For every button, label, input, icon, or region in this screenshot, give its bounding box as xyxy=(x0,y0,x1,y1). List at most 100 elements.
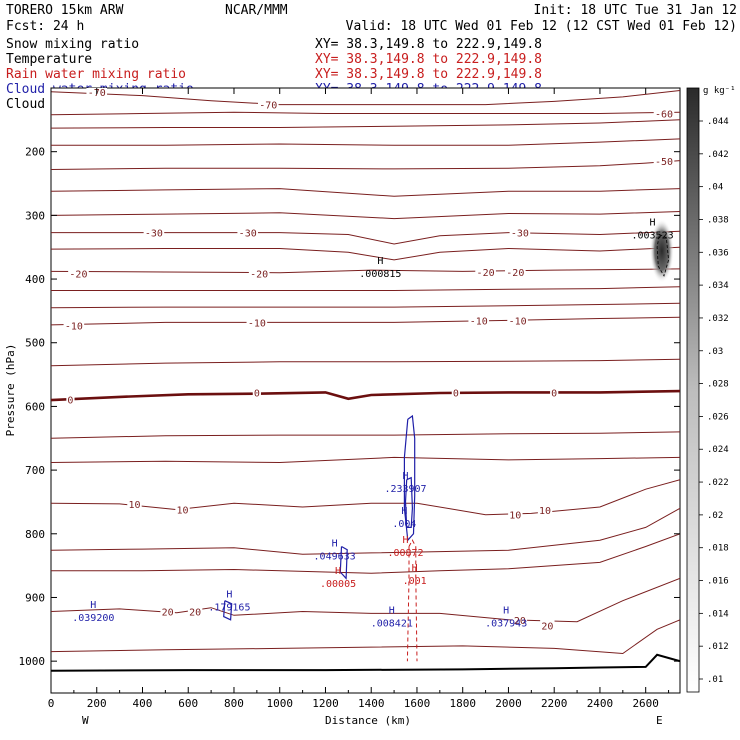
maximum-marker-h: H xyxy=(332,539,338,550)
cloud-water-contour xyxy=(403,414,416,542)
isotherm-line xyxy=(51,119,680,129)
maximum-marker-h: H xyxy=(90,600,96,611)
isotherm-label-bg xyxy=(512,613,528,625)
y-tick-label: 500 xyxy=(25,337,45,350)
y-tick-label: 900 xyxy=(25,591,45,604)
legend-field-name: Temperature xyxy=(6,52,92,67)
isotherm-line xyxy=(51,160,680,170)
isotherm-label-bg xyxy=(509,226,531,238)
legend-field-name: Rain water mixing ratio xyxy=(6,67,186,82)
isotherm-label-bg xyxy=(508,508,523,520)
isotherm-line xyxy=(51,431,680,439)
legend-xy-range: XY= 38.3,149.8 to 222.9,149.8 xyxy=(315,67,542,82)
isotherm-line xyxy=(51,316,680,326)
maximum-value-label: .003523 xyxy=(631,231,673,242)
maximum-marker-h: H xyxy=(335,566,341,577)
isotherm-line xyxy=(51,302,680,309)
cloud-ice-shading xyxy=(649,218,674,283)
isotherm-label: 10 xyxy=(176,506,188,517)
isotherm-label-bg xyxy=(66,393,75,405)
isotherm-label: 0 xyxy=(453,388,459,399)
isotherm-line xyxy=(51,286,680,291)
isotherm-line xyxy=(51,111,680,116)
maximum-marker-h: H xyxy=(377,256,383,267)
isotherm-label: -10 xyxy=(509,316,527,327)
west-label: W xyxy=(82,714,89,727)
maximum-value-label: .00005 xyxy=(320,579,356,590)
x-axis-label: Distance (km) xyxy=(325,714,411,727)
plot-frame xyxy=(50,87,681,694)
x-tick-label: 200 xyxy=(87,697,107,710)
maximum-value-label: .001 xyxy=(403,576,427,587)
isotherm-label-bg xyxy=(68,267,89,279)
maximum-marker-h: H xyxy=(412,563,418,574)
terrain-line xyxy=(51,653,680,672)
cloud-water-contour xyxy=(339,545,348,580)
isotherm-label-bg xyxy=(257,98,279,110)
x-tick-label: 1200 xyxy=(312,697,339,710)
colorbar-tick-label: .036 xyxy=(707,248,729,258)
y-tick-label: 300 xyxy=(25,209,45,222)
colorbar-tick-label: .018 xyxy=(707,544,729,554)
cloud-ice-contour xyxy=(656,234,670,277)
isotherm-label: -20 xyxy=(506,268,524,279)
y-tick-label: 800 xyxy=(25,528,45,541)
isotherm-label: -20 xyxy=(477,268,495,279)
isotherm-label-bg xyxy=(475,266,496,278)
colorbar-tick-label: .02 xyxy=(707,511,723,521)
isotherm-label-bg xyxy=(540,619,555,631)
isotherm-label: 0 xyxy=(67,395,73,406)
maximum-marker-h: H xyxy=(226,590,232,601)
isotherm-label-bg xyxy=(451,386,460,398)
isotherm-line xyxy=(51,230,680,245)
isotherm-label-bg xyxy=(505,266,526,278)
cloud-water-contour xyxy=(404,476,414,528)
colorbar-tick-label: .026 xyxy=(707,412,729,422)
isotherm-line xyxy=(51,533,680,574)
isotherm-label-bg xyxy=(246,316,268,328)
x-tick-label: 2200 xyxy=(541,697,568,710)
colorbar-tick-label: .03 xyxy=(707,347,723,357)
colorbar-tick-label: .04 xyxy=(707,183,723,193)
maximum-marker-h: H xyxy=(389,606,395,617)
maximum-value-label: .179165 xyxy=(208,603,250,614)
colorbar xyxy=(686,87,700,693)
forecast-hour: Fcst: 24 h xyxy=(6,19,84,34)
isotherm-label: -70 xyxy=(259,101,277,112)
colorbar-tick-label: .024 xyxy=(707,445,729,455)
isotherm-label: 10 xyxy=(539,506,551,517)
isotherm-label: -30 xyxy=(145,229,163,240)
isotherm-label-bg xyxy=(252,386,261,398)
freezing-level-line xyxy=(51,389,680,402)
colorbar-tick-label: .012 xyxy=(707,642,729,652)
x-tick-label: 0 xyxy=(48,697,55,710)
isotherm-label: 0 xyxy=(551,388,557,399)
maximum-marker-h: H xyxy=(650,218,656,229)
maximum-marker-h: H xyxy=(403,535,409,546)
colorbar-tick-label: .042 xyxy=(707,150,729,160)
isotherm-label: -50 xyxy=(655,157,673,168)
y-tick-label: 600 xyxy=(25,400,45,413)
isotherm-line xyxy=(51,456,680,464)
isotherm-label-bg xyxy=(127,497,142,509)
isotherm-label: 20 xyxy=(189,607,201,618)
isotherm-label: -30 xyxy=(511,229,529,240)
isotherm-label-bg xyxy=(537,504,553,516)
x-tick-label: 2000 xyxy=(495,697,522,710)
maximum-marker-h: H xyxy=(401,506,407,517)
colorbar-tick-label: .016 xyxy=(707,577,729,587)
isotherm-label: 20 xyxy=(162,607,174,618)
isotherm-label: 0 xyxy=(254,388,260,399)
isotherm-line xyxy=(51,188,680,197)
maximum-value-label: .008421 xyxy=(371,619,413,630)
valid-time: Valid: 18 UTC Wed 01 Feb 12 (12 CST Wed … xyxy=(346,19,737,34)
legend-xy-range: XY= 38.3,149.8 to 222.9,149.8 xyxy=(315,37,542,52)
isotherm-label-bg xyxy=(507,314,528,326)
x-tick-label: 1400 xyxy=(358,697,385,710)
maximum-value-label: .049633 xyxy=(314,552,356,563)
maximum-value-label: .037943 xyxy=(485,619,527,630)
maximum-value-label: .233907 xyxy=(384,484,426,495)
isotherm-label: -30 xyxy=(239,229,257,240)
maximum-marker-h: H xyxy=(503,606,509,617)
